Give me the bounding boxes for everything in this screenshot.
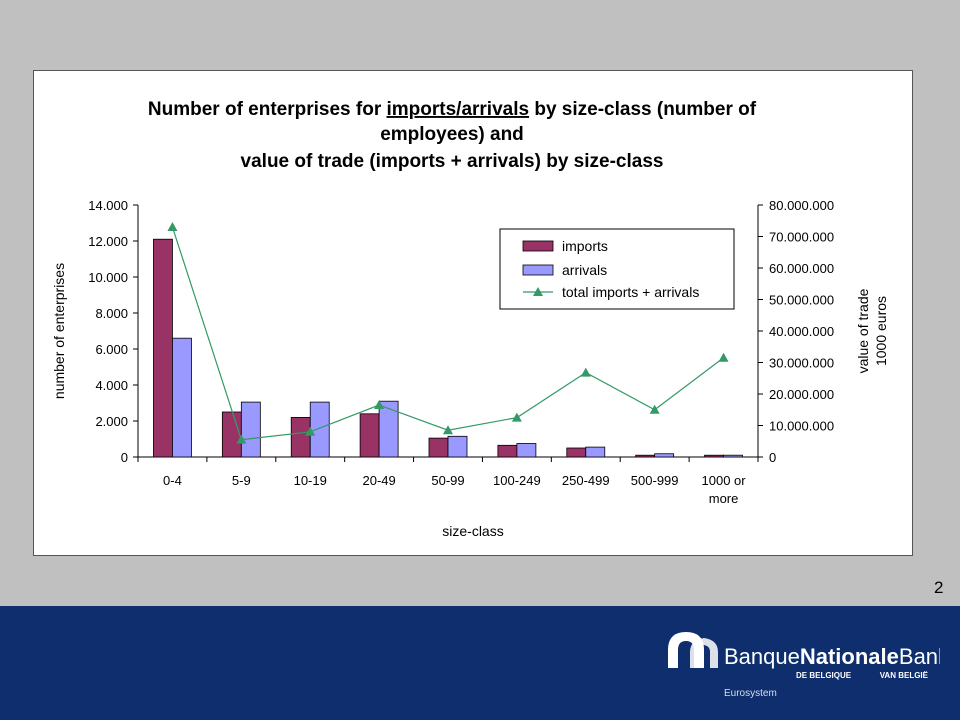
bar-imports: [359, 413, 380, 458]
chart-frame: Number of enterprises for imports/arriva…: [33, 70, 913, 556]
bar-arrivals: [585, 446, 606, 458]
bar-imports: [704, 454, 724, 458]
line-point-total: [167, 222, 178, 232]
y-tick-label: 6.000: [95, 342, 128, 357]
bar-imports: [428, 437, 449, 458]
line-point-total: [718, 352, 729, 362]
bar-imports: [497, 444, 518, 458]
svg-text:BanqueNationaleBank: BanqueNationaleBank: [724, 644, 940, 669]
line-point-total: [511, 412, 522, 422]
x-tick-label: 1000 or: [702, 473, 747, 488]
chart-title-underlined: imports/arrivals: [387, 99, 530, 120]
logo-arch-icon: [668, 632, 718, 668]
chart: Number of enterprises for imports/arriva…: [51, 99, 889, 539]
y2-tick-label: 20.000.000: [769, 387, 834, 402]
logo-tagline: Eurosystem: [724, 688, 777, 699]
bar-arrivals: [447, 435, 468, 458]
y-tick-label: 0: [121, 450, 128, 465]
bar-imports: [566, 447, 587, 458]
x-tick-label: 0-4: [163, 473, 182, 488]
y-tick-label: 10.000: [88, 270, 128, 285]
x-axis-title: size-class: [442, 523, 503, 539]
y-tick-label: 12.000: [88, 234, 128, 249]
footer-band: [0, 606, 960, 720]
x-tick-label: 10-19: [294, 473, 327, 488]
bar-arrivals: [309, 401, 330, 458]
y2-tick-label: 10.000.000: [769, 419, 834, 434]
y2-axis-title-line-1: value of trade: [855, 288, 871, 373]
page-number: 2: [934, 578, 944, 597]
bank-logo: BanqueNationaleBank DE BELGIQUE VAN BELG…: [668, 632, 940, 699]
legend-label-total: total imports + arrivals: [562, 284, 699, 300]
bar-imports: [153, 238, 173, 458]
line-point-total: [374, 400, 385, 410]
y-tick-label: 8.000: [95, 306, 128, 321]
y2-tick-label: 30.000.000: [769, 356, 834, 371]
y2-tick-label: 70.000.000: [769, 230, 834, 245]
bar-arrivals: [172, 337, 192, 458]
y2-tick-label: 80.000.000: [769, 198, 834, 213]
legend-label-arrivals: arrivals: [562, 262, 607, 278]
bar-arrivals: [378, 400, 399, 458]
x-tick-label: more: [709, 491, 739, 506]
x-tick-label: 20-49: [362, 473, 395, 488]
bar-imports: [290, 416, 311, 458]
y2-tick-label: 50.000.000: [769, 293, 834, 308]
line-point-total: [649, 404, 660, 414]
logo-word-banque: Banque: [724, 644, 800, 669]
y2-tick-label: 60.000.000: [769, 261, 834, 276]
bar-arrivals: [654, 453, 675, 458]
logo-word-nationale: Nationale: [800, 644, 899, 669]
bar-arrivals: [240, 401, 261, 458]
line-point-total: [580, 367, 591, 377]
x-tick-label: 500-999: [631, 473, 679, 488]
y2-axis-title-line-2: 1000 euros: [873, 296, 889, 366]
y-tick-label: 14.000: [88, 198, 128, 213]
bar-arrivals: [723, 454, 743, 458]
logo-word-bank: Bank: [899, 644, 940, 669]
chart-title-line-1: Number of enterprises for imports/arriva…: [148, 99, 757, 120]
bar-imports: [221, 411, 242, 458]
legend-swatch-imports: [522, 240, 554, 252]
y2-tick-label: 40.000.000: [769, 324, 834, 339]
x-tick-label: 250-499: [562, 473, 610, 488]
x-tick-label: 100-249: [493, 473, 541, 488]
line-point-total: [236, 434, 247, 444]
legend-marker-total: [533, 287, 543, 296]
logo-sub-left: DE BELGIQUE: [796, 671, 852, 680]
logo-sub-right: VAN BELGIË: [880, 671, 929, 680]
y2-tick-label: 0: [769, 450, 776, 465]
chart-title-line-3: value of trade (imports + arrivals) by s…: [241, 151, 664, 172]
bar-imports: [635, 454, 656, 458]
y-axis-title: number of enterprises: [51, 263, 67, 399]
x-tick-label: 50-99: [431, 473, 464, 488]
y-tick-label: 4.000: [95, 378, 128, 393]
y-tick-label: 2.000: [95, 414, 128, 429]
line-point-total: [443, 425, 453, 435]
chart-title-line-2: employees) and: [380, 124, 524, 145]
line-point-total: [305, 426, 316, 436]
bar-arrivals: [516, 443, 537, 458]
x-tick-label: 5-9: [232, 473, 251, 488]
legend-label-imports: imports: [562, 238, 608, 254]
legend-swatch-arrivals: [522, 264, 554, 276]
